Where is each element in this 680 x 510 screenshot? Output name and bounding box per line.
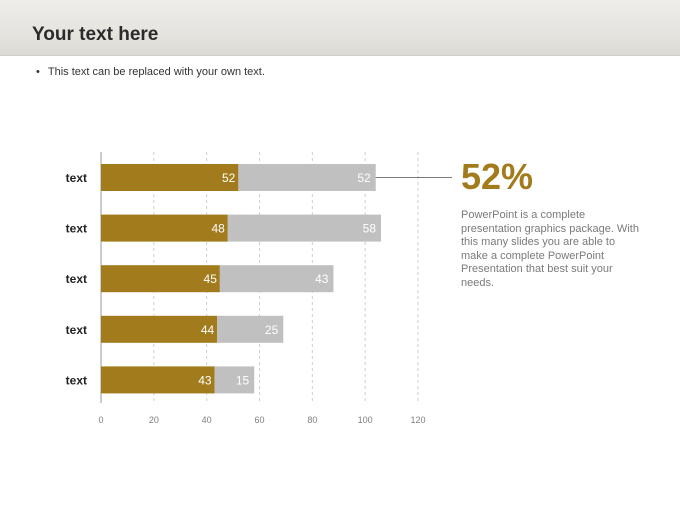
data-label-primary: 48 xyxy=(211,222,225,236)
bullet-label: This text can be replaced with your own … xyxy=(47,66,265,78)
bar-segment-primary xyxy=(101,366,215,394)
category-label: text xyxy=(66,373,87,387)
bar-segment-secondary xyxy=(219,265,334,293)
bar-segment-primary xyxy=(101,315,218,343)
bar-segment-secondary xyxy=(217,315,284,343)
x-tick-label: 100 xyxy=(358,415,373,425)
x-tick-label: 60 xyxy=(254,415,264,425)
x-axis-ticks: 0 20 40 60 80 100 120 xyxy=(98,415,425,425)
x-tick-label: 80 xyxy=(307,415,317,425)
bar-segment-primary xyxy=(101,265,220,293)
bar-segment-secondary xyxy=(214,366,255,394)
data-label-secondary: 25 xyxy=(265,323,279,337)
x-tick-label: 120 xyxy=(410,415,425,425)
data-label-primary: 52 xyxy=(222,171,236,185)
data-label-secondary: 52 xyxy=(357,171,371,185)
highlight-description: PowerPoint is a complete presentation gr… xyxy=(461,209,639,289)
bullet-text: • This text can be replaced with your own… xyxy=(36,66,265,78)
bar-segment-primary xyxy=(101,214,228,242)
header-band xyxy=(0,0,680,55)
data-label-secondary: 15 xyxy=(236,373,250,387)
highlight-percent: 52% xyxy=(461,156,534,197)
data-label-primary: 44 xyxy=(201,323,215,337)
labels: text 52 52 text 48 58 text 45 43 text 44 25 text 43 15 xyxy=(66,171,452,387)
x-tick-label: 0 xyxy=(98,415,103,425)
bar-segment-secondary xyxy=(227,214,382,242)
data-label-secondary: 58 xyxy=(363,222,377,236)
bars xyxy=(101,164,382,394)
x-tick-label: 20 xyxy=(149,415,159,425)
bar-segment-primary xyxy=(101,164,239,191)
data-label-secondary: 43 xyxy=(315,272,329,286)
category-label: text xyxy=(66,323,87,337)
bullet-dot-icon: • xyxy=(36,66,40,78)
data-label-primary: 43 xyxy=(198,373,212,387)
category-label: text xyxy=(66,222,87,236)
x-tick-label: 40 xyxy=(202,415,212,425)
category-label: text xyxy=(66,171,87,185)
slide-title: Your text here xyxy=(32,24,159,45)
category-label: text xyxy=(66,272,87,286)
bar-segment-secondary xyxy=(238,164,376,191)
data-label-primary: 45 xyxy=(204,272,218,286)
